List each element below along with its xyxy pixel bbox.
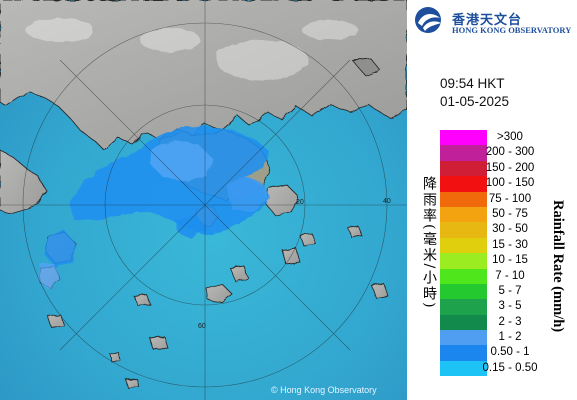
ring-label: 20: [296, 199, 304, 206]
legend-swatch: [440, 283, 487, 300]
logo-en-text: HONG KONG OBSERVATORY: [452, 25, 572, 35]
legend-row: 7 - 10: [440, 268, 576, 284]
legend-swatch: [440, 160, 487, 177]
legend-row: 0.50 - 1: [440, 345, 576, 361]
ring-label: 40: [383, 198, 391, 205]
legend-swatch: [440, 237, 487, 254]
legend-row: 150 - 200: [440, 160, 576, 177]
legend-label: 10 - 15: [492, 254, 528, 267]
legend-row: 0.15 - 0.50: [440, 360, 576, 377]
legend-label: >300: [497, 131, 523, 143]
legend-row: 75 - 100: [440, 191, 576, 207]
legend-label: 5 - 7: [498, 284, 522, 297]
legend-swatch: [440, 345, 487, 361]
radar-map: 40 60 20 © Hong Kong Observatory: [0, 0, 407, 400]
legend-label: 200 - 300: [485, 146, 535, 159]
cloud-texture: [26, 18, 358, 80]
legend-row: 100 - 150: [440, 176, 576, 192]
legend-label: 75 - 100: [488, 192, 532, 205]
rain-echo: [38, 126, 270, 290]
legend-row: 50 - 75: [440, 206, 576, 223]
legend-swatch: [440, 253, 487, 269]
legend-swatch: [440, 222, 487, 238]
observatory-logo-icon: [415, 7, 441, 33]
legend-label: 15 - 30: [492, 238, 528, 251]
legend-label: 30 - 50: [492, 223, 528, 236]
copyright-text: © Hong Kong Observatory: [271, 385, 377, 395]
legend-row: >300: [440, 130, 576, 146]
legend-title-en: Rainfall Rate (mm/h): [550, 200, 566, 333]
legend-label: 2 - 3: [498, 315, 522, 328]
legend-title-cn: 降雨率(毫米/小時): [421, 176, 437, 310]
logo-cn-text: 香港天文台: [452, 13, 523, 28]
legend-label: 100 - 150: [485, 177, 535, 190]
legend-swatch: [440, 299, 487, 315]
ring-label: 60: [198, 323, 206, 330]
range-ring-labels: 40 60 20: [198, 198, 391, 330]
legend-swatch: [440, 176, 487, 192]
legend-label: 3 - 5: [498, 300, 522, 313]
legend-swatch: [440, 330, 487, 346]
legend-row: 3 - 5: [440, 299, 576, 315]
legend-label: 7 - 10: [495, 269, 525, 282]
legend-row: 30 - 50: [440, 222, 576, 238]
legend-row: 2 - 3: [440, 314, 576, 331]
rainfall-scale: >300 200 - 300 150 - 200 100 - 150 75 - 100 5…: [440, 130, 576, 377]
legend-swatch: [440, 145, 487, 161]
legend-label: 0.50 - 1: [490, 346, 530, 359]
legend-label: 0.15 - 0.50: [482, 361, 538, 374]
legend-row: 15 - 30: [440, 237, 576, 254]
legend-panel: 香港天文台 HONG KONG OBSERVATORY 09:54 HKT 01…: [407, 0, 577, 400]
observatory-logo: 香港天文台 HONG KONG OBSERVATORY: [414, 6, 577, 36]
legend-row: 10 - 15: [440, 253, 576, 269]
legend-swatch: [440, 206, 487, 223]
legend-label: 50 - 75: [492, 207, 528, 220]
legend-label: 1 - 2: [498, 331, 522, 344]
legend-row: 5 - 7: [440, 283, 576, 300]
legend-row: 200 - 300: [440, 145, 576, 161]
legend-label: 150 - 200: [485, 161, 535, 174]
legend-swatch: [440, 360, 487, 377]
legend-swatch: [440, 191, 487, 207]
legend-row: 1 - 2: [440, 330, 576, 346]
legend-swatch: [440, 268, 487, 284]
radar-range-rings: [0, 0, 407, 400]
timestamp-date: 01-05-2025: [440, 94, 510, 109]
legend-swatch: [440, 314, 487, 331]
legend-swatch: [440, 130, 487, 146]
timestamp-time: 09:54 HKT: [440, 76, 505, 91]
